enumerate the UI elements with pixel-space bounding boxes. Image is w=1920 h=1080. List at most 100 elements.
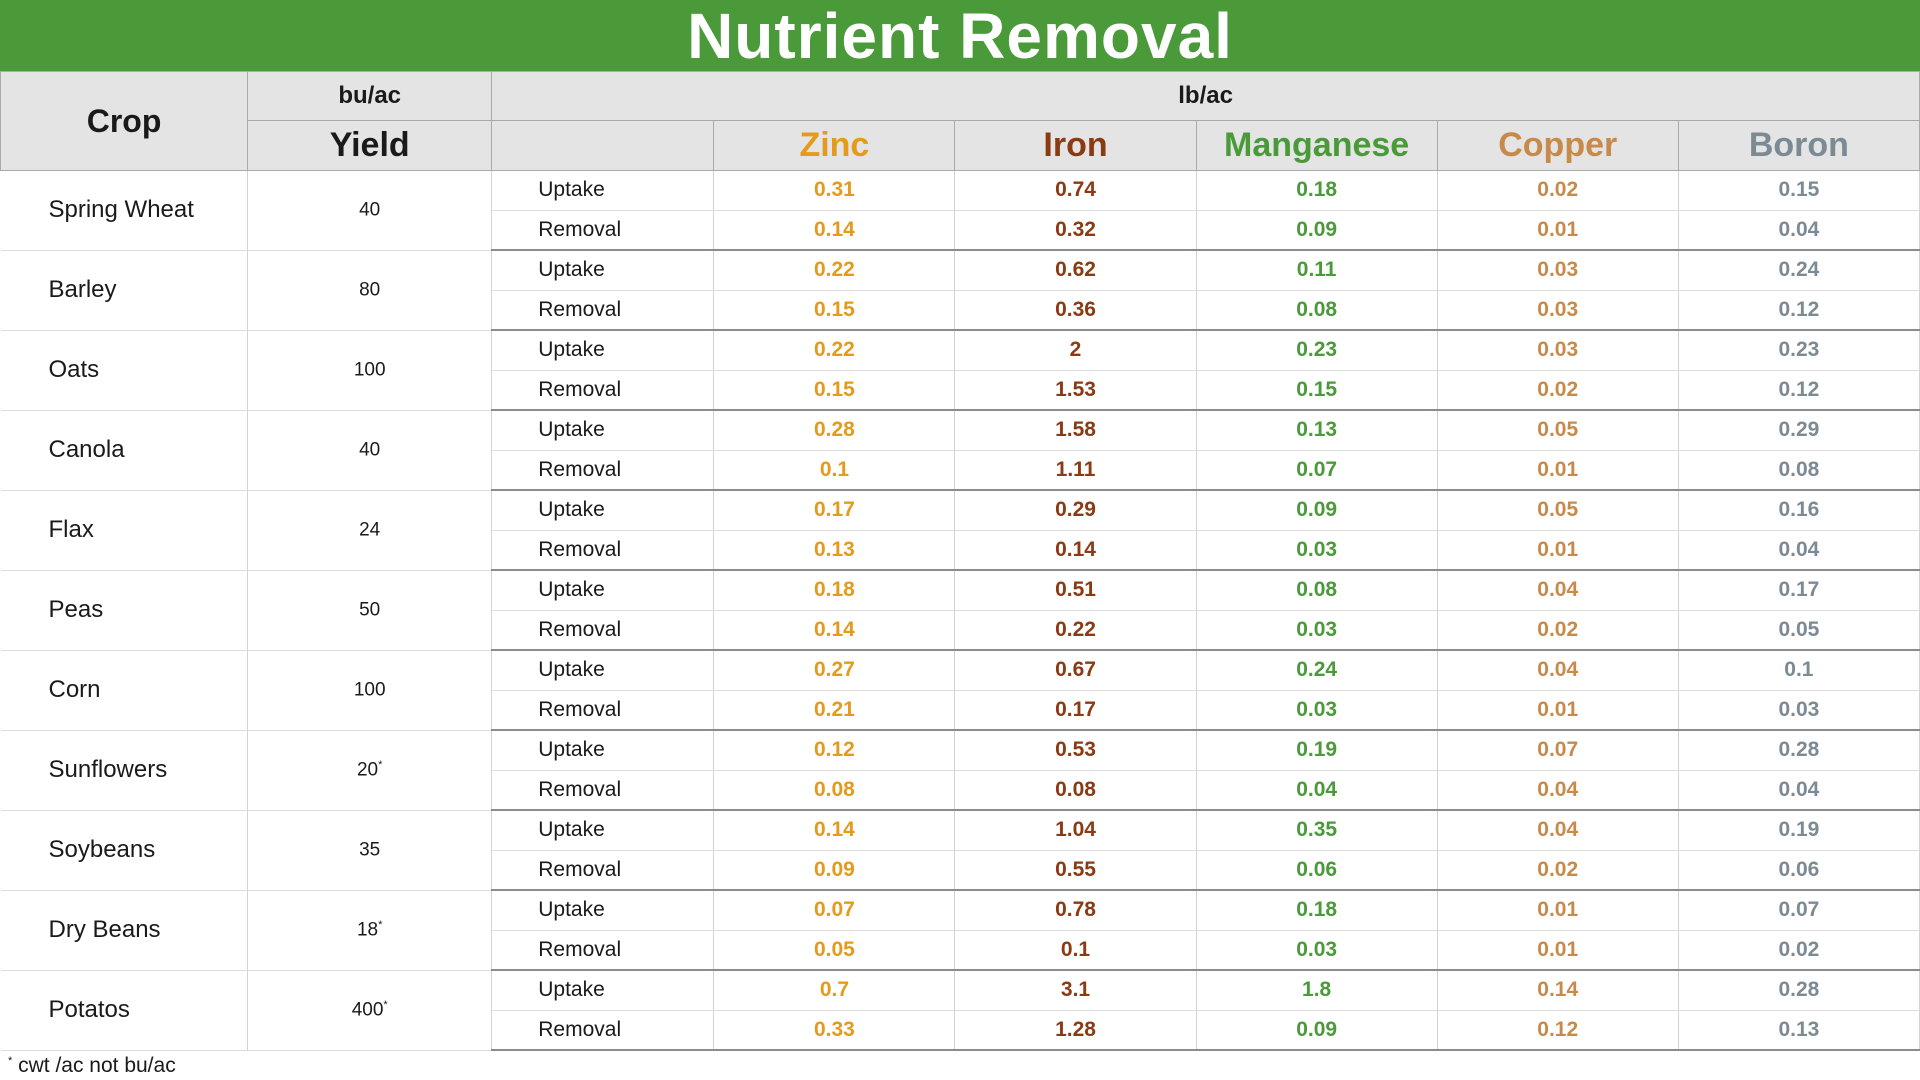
iron-removal-value: 0.36 (954, 290, 1197, 331)
iron-removal-value: 0.1 (954, 930, 1197, 971)
crop-name: Spring Wheat (0, 170, 249, 251)
table-row: Barley 80 Uptake 0.22 0.62 0.11 0.03 0.24 (0, 250, 1920, 331)
footnote-mark: * (8, 1055, 13, 1067)
manganese-removal-value: 0.03 (1195, 530, 1438, 571)
copper-removal-value: 0.04 (1436, 770, 1679, 811)
uptake-label: Uptake (491, 490, 715, 531)
removal-label: Removal (491, 770, 715, 811)
manganese-uptake-value: 0.08 (1195, 570, 1438, 611)
table-row: Peas 50 Uptake 0.18 0.51 0.08 0.04 0.17 (0, 570, 1920, 651)
header-nutrient-unit: lb/ac (491, 71, 1920, 121)
zinc-uptake-value: 0.17 (713, 490, 956, 531)
copper-uptake-value: 0.03 (1436, 250, 1679, 291)
yield-value: 35 (359, 839, 381, 861)
copper-uptake-value: 0.04 (1436, 650, 1679, 691)
yield-footnote-mark: * (378, 918, 383, 931)
boron-uptake-value: 0.24 (1677, 250, 1920, 291)
copper-removal-value: 0.01 (1436, 530, 1679, 571)
yield-value: 40 (359, 439, 381, 461)
crop-name: Dry Beans (0, 890, 249, 971)
yield-footnote-mark: * (383, 998, 388, 1011)
crop-name: Oats (0, 330, 249, 411)
copper-uptake-value: 0.05 (1436, 490, 1679, 531)
manganese-removal-value: 0.03 (1195, 930, 1438, 971)
boron-removal-value: 0.08 (1677, 450, 1920, 491)
zinc-removal-value: 0.15 (713, 290, 956, 331)
footnote: * cwt /ac not bu/ac (8, 1054, 176, 1078)
crop-name: Potatos (0, 970, 249, 1051)
iron-uptake-value: 0.78 (954, 890, 1197, 931)
copper-uptake-value: 0.01 (1436, 890, 1679, 931)
table-row: Flax 24 Uptake 0.17 0.29 0.09 0.05 0.16 (0, 490, 1920, 571)
boron-uptake-value: 0.07 (1677, 890, 1920, 931)
manganese-removal-value: 0.03 (1195, 610, 1438, 651)
table-row: Removal 0.05 0.1 0.03 0.01 0.02 (1, 930, 1920, 971)
copper-removal-value: 0.01 (1436, 690, 1679, 731)
header-boron: Boron (1677, 120, 1920, 171)
header-copper: Copper (1436, 120, 1679, 171)
boron-uptake-value: 0.16 (1677, 490, 1920, 531)
iron-uptake-value: 0.53 (954, 730, 1197, 771)
manganese-uptake-value: 0.18 (1195, 170, 1438, 211)
iron-uptake-value: 2 (954, 330, 1197, 371)
copper-uptake-value: 0.07 (1436, 730, 1679, 771)
manganese-removal-value: 0.04 (1195, 770, 1438, 811)
crop-name: Flax (0, 490, 249, 571)
nutrient-table: Crop bu/ac lb/ac Yield Zinc Iron Mangane… (0, 71, 1920, 1051)
copper-removal-value: 0.01 (1436, 210, 1679, 251)
boron-uptake-value: 0.28 (1677, 730, 1920, 771)
boron-removal-value: 0.13 (1677, 1010, 1920, 1051)
crop-name: Peas (0, 570, 249, 651)
zinc-removal-value: 0.08 (713, 770, 956, 811)
yield-value: 80 (359, 279, 381, 301)
header-iron: Iron (954, 120, 1197, 171)
zinc-removal-value: 0.13 (713, 530, 956, 571)
uptake-label: Uptake (491, 170, 715, 211)
table-row: Removal 0.15 0.36 0.08 0.03 0.12 (1, 290, 1920, 331)
copper-uptake-value: 0.05 (1436, 410, 1679, 451)
yield-value: 400 (351, 999, 384, 1021)
manganese-removal-value: 0.03 (1195, 690, 1438, 731)
crop-name: Canola (0, 410, 249, 491)
iron-removal-value: 1.53 (954, 370, 1197, 411)
manganese-removal-value: 0.15 (1195, 370, 1438, 411)
iron-uptake-value: 0.51 (954, 570, 1197, 611)
boron-uptake-value: 0.19 (1677, 810, 1920, 851)
removal-label: Removal (491, 1010, 715, 1051)
manganese-removal-value: 0.07 (1195, 450, 1438, 491)
manganese-removal-value: 0.08 (1195, 290, 1438, 331)
copper-uptake-value: 0.03 (1436, 330, 1679, 371)
boron-uptake-value: 0.15 (1677, 170, 1920, 211)
copper-removal-value: 0.02 (1436, 850, 1679, 891)
zinc-removal-value: 0.21 (713, 690, 956, 731)
crop-name: Sunflowers (0, 730, 249, 811)
header-yield: Yield (247, 120, 493, 171)
iron-uptake-value: 0.29 (954, 490, 1197, 531)
boron-removal-value: 0.06 (1677, 850, 1920, 891)
uptake-label: Uptake (491, 650, 715, 691)
manganese-uptake-value: 1.8 (1195, 970, 1438, 1011)
yield-cell: 50 (247, 570, 493, 651)
iron-uptake-value: 1.04 (954, 810, 1197, 851)
header-manganese: Manganese (1195, 120, 1438, 171)
yield-cell: 80 (247, 250, 493, 331)
crop-name: Corn (0, 650, 249, 731)
uptake-label: Uptake (491, 970, 715, 1011)
table-row: Removal 0.21 0.17 0.03 0.01 0.03 (1, 690, 1920, 731)
iron-removal-value: 0.55 (954, 850, 1197, 891)
boron-uptake-value: 0.23 (1677, 330, 1920, 371)
manganese-removal-value: 0.06 (1195, 850, 1438, 891)
header-crop: Crop (0, 71, 249, 171)
header-yield-unit: bu/ac (247, 71, 493, 121)
manganese-uptake-value: 0.18 (1195, 890, 1438, 931)
yield-cell: 24 (247, 490, 493, 571)
table-row: Removal 0.08 0.08 0.04 0.04 0.04 (1, 770, 1920, 811)
removal-label: Removal (491, 930, 715, 971)
table-row: Soybeans 35 Uptake 0.14 1.04 0.35 0.04 0.19 (0, 810, 1920, 891)
yield-cell: 35 (247, 810, 493, 891)
table-row: Spring Wheat 40 Uptake 0.31 0.74 0.18 0.02 0.15 (0, 170, 1920, 251)
removal-label: Removal (491, 210, 715, 251)
boron-removal-value: 0.02 (1677, 930, 1920, 971)
iron-removal-value: 0.14 (954, 530, 1197, 571)
iron-uptake-value: 0.62 (954, 250, 1197, 291)
